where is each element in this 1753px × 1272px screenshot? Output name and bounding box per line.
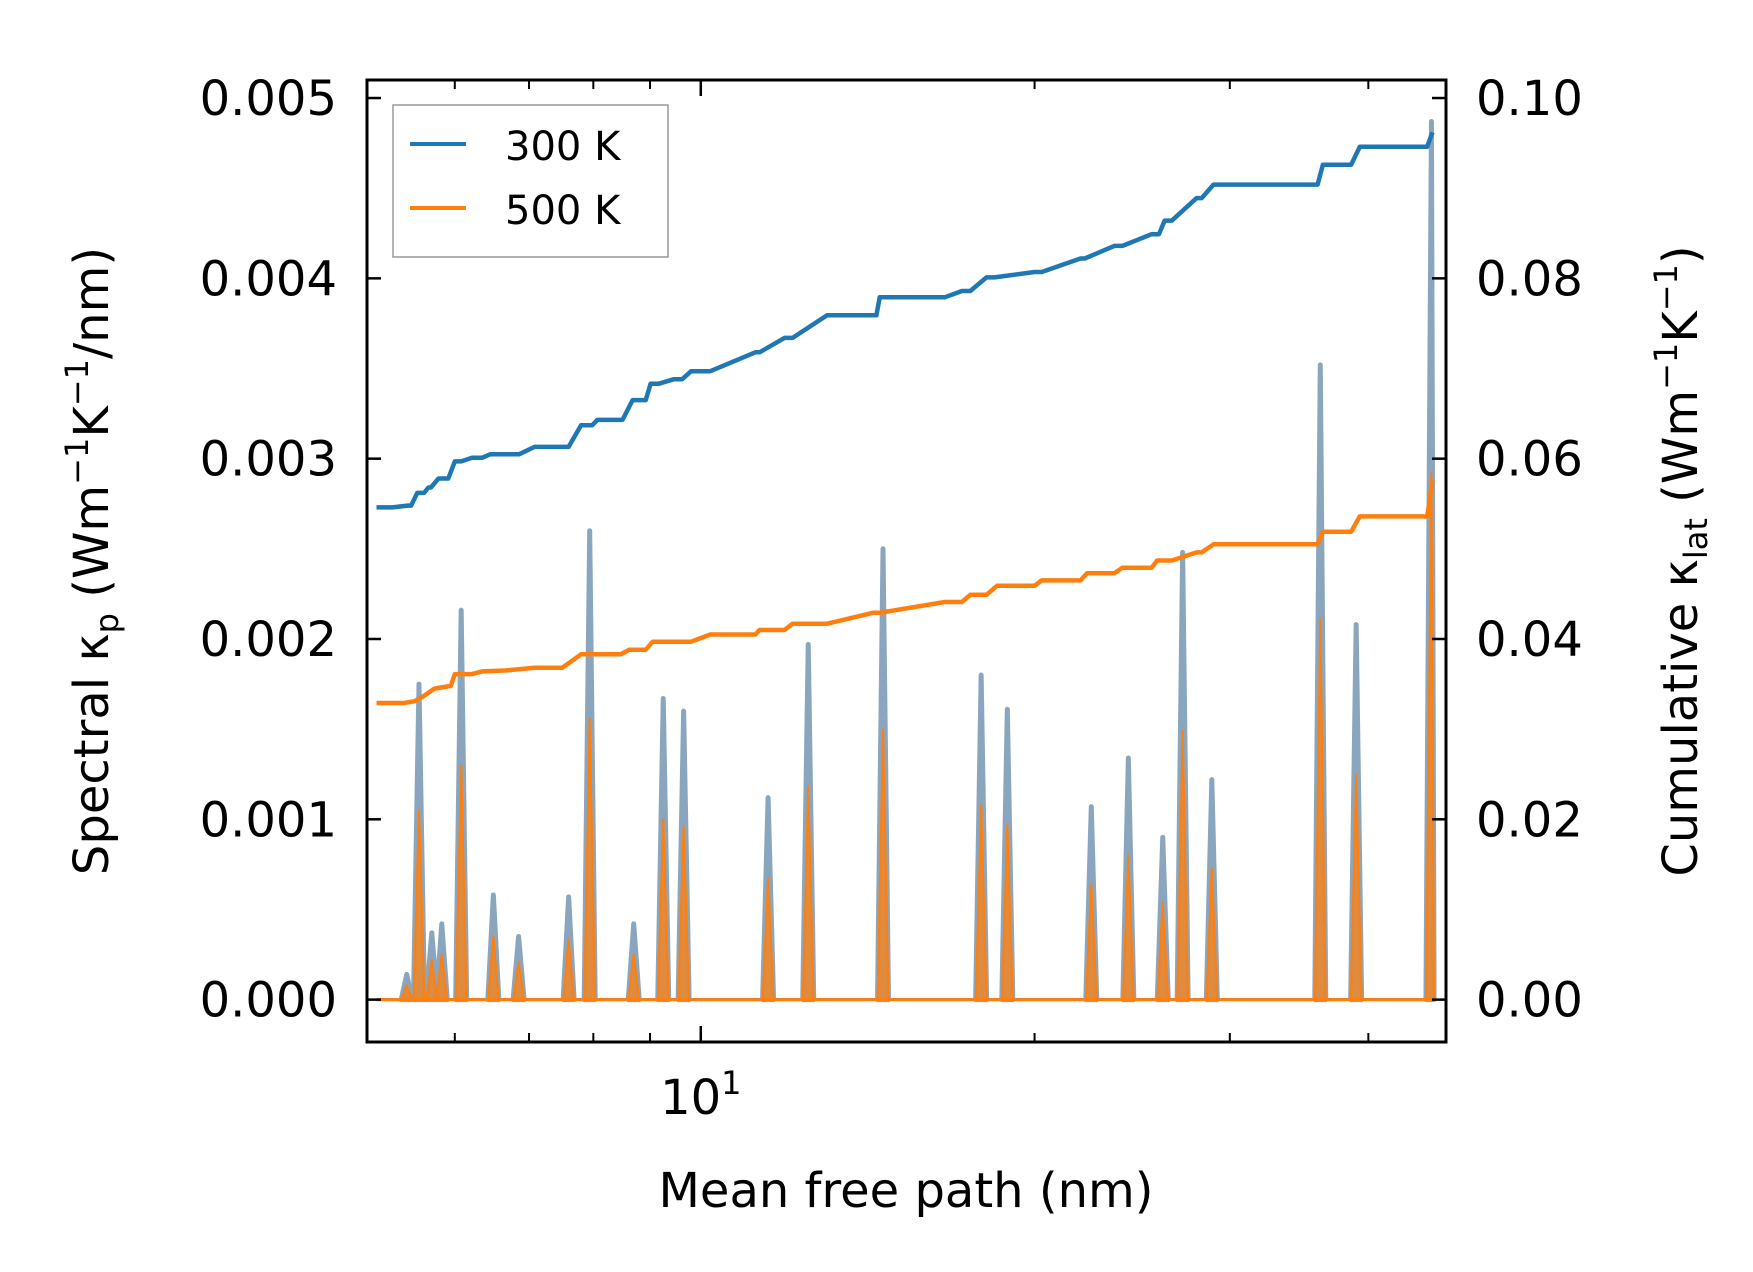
legend-label-500k: 500 K	[505, 188, 622, 234]
spectral-peak-500k	[400, 984, 414, 1001]
y-right-tick-label: 0.10	[1476, 71, 1583, 127]
y-right-title-exp2: −1	[1647, 264, 1685, 311]
y-right-tick-label: 0.04	[1476, 612, 1583, 668]
spectral-peak-500k	[583, 717, 597, 1001]
y-left-tick-label: 0.002	[200, 612, 337, 668]
spectral-peak-500k	[1084, 883, 1098, 1001]
spectral-peak-500k	[435, 953, 449, 1001]
y-axis-title-right: Cumulative κlat (Wm−1K−1)	[1647, 245, 1715, 876]
y-left-title-unit-open: (Wm	[64, 485, 120, 613]
y-right-tick-label: 0.00	[1476, 973, 1583, 1029]
y-left-title-exp1: −1	[58, 438, 96, 485]
y-left-tick-label: 0.005	[200, 71, 337, 127]
spectral-peak-500k	[1000, 823, 1014, 1001]
cumulative-line-300k	[376, 131, 1435, 510]
y-right-tick-label: 0.06	[1476, 432, 1583, 488]
cumulative-line-500k	[376, 479, 1435, 706]
spectral-peak-500k	[656, 818, 670, 1001]
spectral-layer	[376, 118, 1437, 1003]
y-right-tick-label: 0.02	[1476, 792, 1583, 848]
y-right-title-unit-close: )	[1653, 245, 1709, 264]
spectral-peak-500k	[454, 764, 468, 1001]
y-right-title-unit-open: (Wm	[1653, 390, 1709, 518]
x-tick-label-10: 101	[660, 1064, 741, 1126]
spectral-peak-500k	[974, 803, 988, 1001]
x-tick-exponent: 1	[721, 1064, 741, 1102]
y-left-title-unit-close: /nm)	[64, 247, 120, 359]
y-right-title-exp1: −1	[1647, 343, 1685, 390]
spectral-peak-500k	[1424, 472, 1436, 1001]
spectral-peak-500k	[1349, 773, 1363, 1001]
tick-layer: 0.000 0.001 0.002 0.003 0.004 0.005 0.00 0.02 0.…	[200, 71, 1583, 1042]
y-right-title-subscript: lat	[1677, 518, 1715, 559]
x-tick-base: 10	[660, 1070, 721, 1126]
spectral-peak-500k	[1313, 618, 1327, 1001]
y-left-title-mid: K	[64, 405, 120, 438]
spectral-peak-500k	[1156, 901, 1170, 1001]
legend-label-300k: 300 K	[505, 124, 622, 170]
y-left-title-prefix: Spectral κ	[64, 633, 120, 875]
spectral-peak-500k	[512, 960, 526, 1001]
y-left-tick-label: 0.003	[200, 432, 337, 488]
y-left-tick-label: 0.001	[200, 792, 337, 848]
spectral-peak-500k	[425, 958, 439, 1001]
spectral-peak-500k	[1121, 854, 1135, 1001]
y-left-title-subscript: p	[88, 613, 126, 633]
cumulative-layer	[376, 131, 1435, 706]
x-axis-title: Mean free path (nm)	[659, 1163, 1154, 1219]
spectral-peak-500k	[1205, 866, 1219, 1001]
spectral-peak-500k	[801, 785, 815, 1001]
y-axis-title-left: Spectral κp (Wm−1K−1/nm)	[58, 247, 126, 875]
plot-frame	[365, 78, 1448, 1044]
spectral-peak-500k	[627, 953, 641, 1001]
y-right-tick-label: 0.08	[1476, 251, 1583, 307]
y-left-tick-label: 0.004	[200, 251, 337, 307]
spectral-peak-500k	[412, 809, 426, 1001]
legend-box	[392, 104, 669, 258]
y-left-tick-label: 0.000	[200, 973, 337, 1029]
spectral-peak-500k	[677, 825, 691, 1001]
y-left-title-exp2: −1	[58, 359, 96, 406]
legend: 300 K 500 K	[392, 104, 669, 258]
y-right-title-mid: K	[1653, 310, 1709, 343]
y-right-title-prefix: Cumulative κ	[1653, 559, 1709, 877]
spectral-peak-500k	[1176, 729, 1190, 1001]
spectral-peak-500k	[486, 935, 500, 1001]
spectral-peak-500k	[761, 877, 775, 1001]
spectral-peak-500k	[562, 937, 576, 1001]
spectral-peak-500k	[876, 728, 890, 1001]
